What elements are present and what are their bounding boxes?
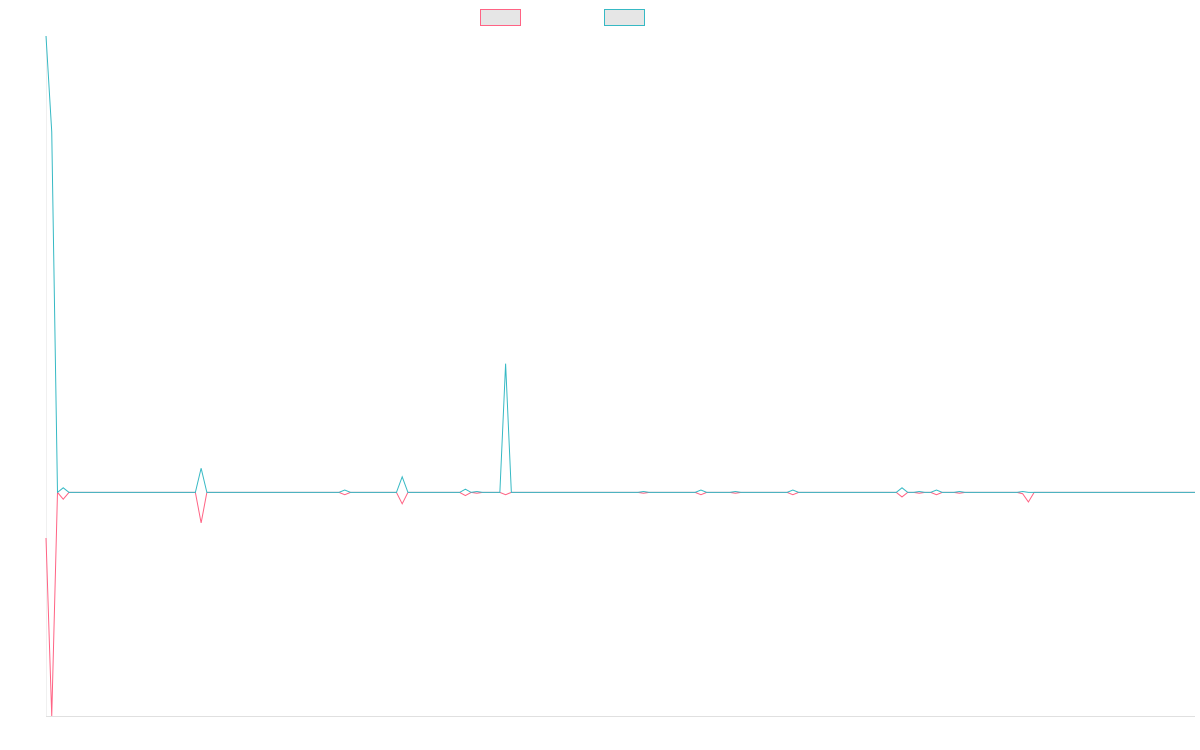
series-line bbox=[45, 35, 1195, 494]
legend-item bbox=[480, 9, 521, 26]
legend-swatch bbox=[604, 9, 645, 26]
series-line bbox=[45, 491, 1195, 717]
legend-item bbox=[604, 9, 645, 26]
legend-swatch bbox=[480, 9, 521, 26]
